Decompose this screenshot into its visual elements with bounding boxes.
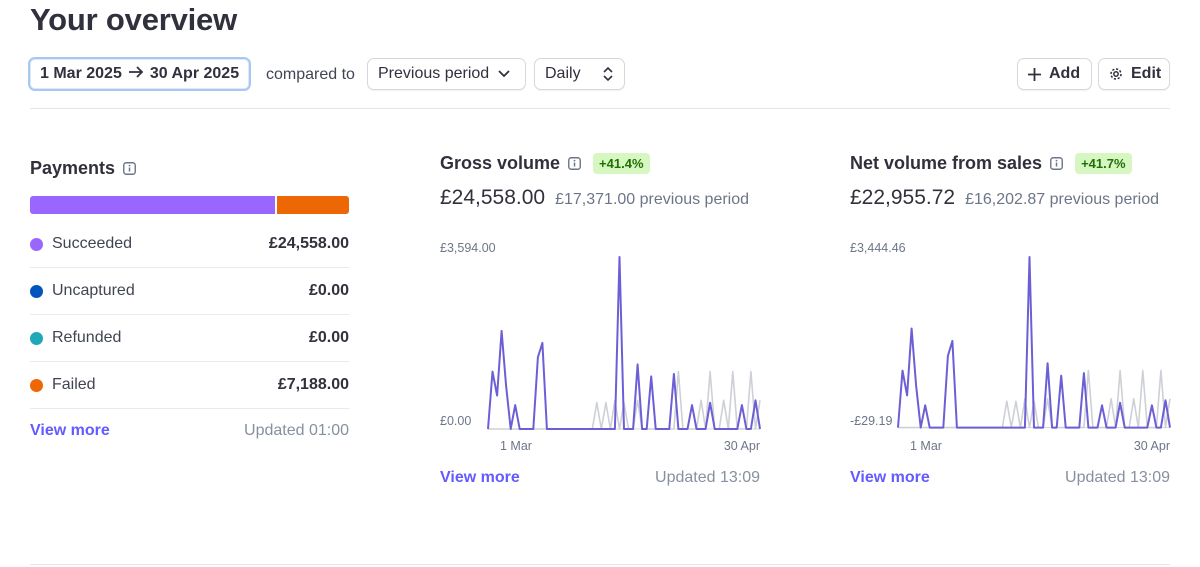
edit-label: Edit bbox=[1131, 65, 1162, 82]
gross-volume-card: Gross volume +41.4% £24,558.00 £17,371.0… bbox=[440, 153, 761, 486]
net-volume-card: Net volume from sales +41.7% £22,955.72 … bbox=[850, 153, 1171, 486]
current-period-line bbox=[487, 256, 761, 430]
succeeded-dot bbox=[30, 237, 43, 251]
payments-footer: View more Updated 01:00 bbox=[30, 422, 349, 440]
chevron-down-icon bbox=[497, 69, 511, 79]
row-label: Succeeded bbox=[52, 235, 133, 252]
gross-volume-header: Gross volume +41.4% bbox=[440, 153, 760, 174]
toolbar: 1 Mar 2025 30 Apr 2025 compared to Previ… bbox=[28, 57, 1170, 93]
x-end-label: 30 Apr bbox=[1134, 439, 1170, 453]
payments-title: Payments bbox=[30, 158, 349, 179]
bar-segment-failed bbox=[277, 196, 349, 214]
interval-select[interactable]: Daily bbox=[534, 58, 625, 90]
y-min-label: £0.00 bbox=[440, 414, 471, 428]
payment-row-uncaptured[interactable]: Uncaptured £0.00 bbox=[30, 268, 349, 315]
gross-volume-title: Gross volume bbox=[440, 153, 561, 173]
gross-volume-view-more-link[interactable]: View more bbox=[440, 469, 520, 486]
row-label: Failed bbox=[52, 376, 96, 393]
payment-row-failed[interactable]: Failed £7,188.00 bbox=[30, 362, 349, 409]
y-max-label: £3,444.46 bbox=[850, 241, 906, 255]
gross-volume-change-badge: +41.4% bbox=[593, 153, 650, 174]
arrow-right-icon bbox=[128, 65, 144, 84]
y-min-label: -£29.19 bbox=[850, 414, 892, 428]
row-value: £0.00 bbox=[308, 282, 349, 299]
gross-volume-chart[interactable]: £3,594.00 £0.00 1 Mar 30 Apr bbox=[440, 237, 761, 457]
net-volume-amounts: £22,955.72 £16,202.87 previous period bbox=[850, 186, 1170, 210]
top-divider bbox=[30, 108, 1170, 109]
interval-value: Daily bbox=[545, 65, 581, 82]
x-start-label: 1 Mar bbox=[500, 439, 532, 453]
gross-volume-footer: View more Updated 13:09 bbox=[440, 469, 760, 487]
date-range-picker[interactable]: 1 Mar 2025 30 Apr 2025 bbox=[28, 57, 252, 91]
uncaptured-dot bbox=[30, 284, 43, 298]
net-volume-footer: View more Updated 13:09 bbox=[850, 469, 1170, 487]
comparison-select[interactable]: Previous period bbox=[367, 58, 526, 90]
date-end: 30 Apr 2025 bbox=[149, 65, 240, 82]
row-value: £24,558.00 bbox=[268, 235, 349, 252]
x-start-label: 1 Mar bbox=[910, 439, 942, 453]
payments-view-more-link[interactable]: View more bbox=[30, 422, 110, 439]
gross-volume-updated-text: Updated 13:09 bbox=[655, 469, 760, 486]
add-label: Add bbox=[1049, 65, 1081, 82]
chevron-up-down-icon bbox=[602, 66, 614, 82]
net-volume-change-badge: +41.7% bbox=[1075, 153, 1132, 174]
plus-icon bbox=[1028, 67, 1041, 81]
page-title: Your overview bbox=[30, 2, 238, 37]
info-icon[interactable] bbox=[568, 157, 581, 170]
payment-row-succeeded[interactable]: Succeeded £24,558.00 bbox=[30, 221, 349, 268]
gross-volume-amount: £24,558.00 bbox=[440, 186, 546, 209]
compared-to-label: compared to bbox=[266, 66, 355, 83]
y-max-label: £3,594.00 bbox=[440, 241, 496, 255]
add-button[interactable]: Add bbox=[1017, 58, 1092, 90]
net-volume-previous: £16,202.87 previous period bbox=[965, 191, 1160, 208]
bottom-divider bbox=[30, 564, 1170, 565]
payment-row-refunded[interactable]: Refunded £0.00 bbox=[30, 315, 349, 362]
edit-button[interactable]: Edit bbox=[1098, 58, 1170, 90]
payments-updated-text: Updated 01:00 bbox=[244, 422, 349, 439]
row-value: £7,188.00 bbox=[277, 376, 349, 393]
net-volume-updated-text: Updated 13:09 bbox=[1065, 469, 1170, 486]
payments-title-text: Payments bbox=[30, 158, 116, 178]
payments-card: Payments Succeeded £24,558.00 Uncaptured… bbox=[30, 158, 349, 440]
refunded-dot bbox=[30, 331, 43, 345]
gear-icon bbox=[1109, 67, 1123, 81]
net-volume-view-more-link[interactable]: View more bbox=[850, 469, 930, 486]
failed-dot bbox=[30, 378, 43, 392]
date-start: 1 Mar 2025 bbox=[40, 65, 122, 82]
net-volume-amount: £22,955.72 bbox=[850, 186, 956, 209]
comparison-value: Previous period bbox=[378, 65, 490, 82]
net-volume-chart[interactable]: £3,444.46 -£29.19 1 Mar 30 Apr bbox=[850, 237, 1171, 457]
bar-segment-succeeded bbox=[30, 196, 275, 214]
row-value: £0.00 bbox=[308, 329, 349, 346]
info-icon[interactable] bbox=[123, 162, 136, 175]
row-label: Uncaptured bbox=[52, 282, 135, 299]
payments-status-bar bbox=[30, 196, 349, 214]
bar-gap bbox=[275, 196, 277, 214]
net-volume-header: Net volume from sales +41.7% bbox=[850, 153, 1170, 174]
net-volume-title: Net volume from sales bbox=[850, 153, 1043, 173]
info-icon[interactable] bbox=[1050, 157, 1064, 170]
gross-volume-amounts: £24,558.00 £17,371.00 previous period bbox=[440, 186, 760, 210]
current-period-line bbox=[897, 256, 1171, 429]
row-label: Refunded bbox=[52, 329, 122, 346]
gross-volume-previous: £17,371.00 previous period bbox=[555, 191, 750, 208]
x-end-label: 30 Apr bbox=[724, 439, 760, 453]
